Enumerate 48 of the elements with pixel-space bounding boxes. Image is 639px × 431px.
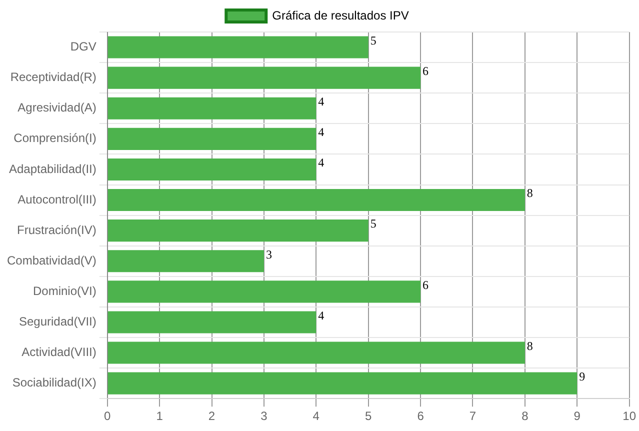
bar xyxy=(108,220,368,242)
bar xyxy=(108,97,316,120)
bar xyxy=(108,311,316,334)
bar xyxy=(108,372,578,394)
y-tick-label: Frustración(IV) xyxy=(17,222,96,237)
bar xyxy=(108,342,525,364)
x-tick-label: 10 xyxy=(622,409,636,424)
y-tick-label: Seguridad(VII) xyxy=(18,314,96,329)
x-tick-label: 7 xyxy=(469,409,476,424)
y-tick-label: Dominio(VI) xyxy=(33,284,96,298)
y-tick-label: Comprensión(I) xyxy=(14,131,96,146)
y-tick-label: Sociabilidad(IX) xyxy=(12,376,96,390)
y-tick-label: Agresividad(A) xyxy=(18,100,96,115)
data-label: 9 xyxy=(579,369,586,384)
bar xyxy=(108,250,264,272)
y-tick-label: Adaptabilidad(II) xyxy=(8,162,96,176)
data-label: 5 xyxy=(370,33,376,48)
x-tick-label: 4 xyxy=(312,409,320,424)
data-label: 6 xyxy=(422,64,429,78)
bar xyxy=(108,188,525,212)
data-label: 4 xyxy=(318,94,324,109)
bar xyxy=(108,128,316,150)
data-label: 8 xyxy=(526,186,533,200)
x-tick-label: 9 xyxy=(574,409,581,424)
data-label: 6 xyxy=(422,278,429,292)
y-tick-label: Receptividad(R) xyxy=(10,70,96,84)
data-label: 5 xyxy=(370,216,376,231)
bar xyxy=(108,158,316,181)
y-tick-label: Combatividad(V) xyxy=(6,253,96,268)
legend-label: Gráfica de resultados IPV xyxy=(272,8,409,22)
bar xyxy=(108,66,421,89)
bar xyxy=(108,280,421,303)
x-tick-label: 6 xyxy=(417,409,424,424)
data-label: 4 xyxy=(318,125,324,140)
data-label: 4 xyxy=(318,156,324,170)
data-label: 4 xyxy=(318,308,324,322)
x-tick-label: 5 xyxy=(365,409,372,424)
x-tick-label: 0 xyxy=(104,409,112,424)
y-tick-label: Autocontrol(III) xyxy=(18,192,96,206)
data-label: 8 xyxy=(526,338,533,353)
y-tick-label: DGV xyxy=(70,40,96,54)
x-tick-label: 8 xyxy=(522,409,529,424)
x-tick-label: 3 xyxy=(260,409,268,424)
x-tick-label: 1 xyxy=(156,409,164,424)
x-tick-label: 2 xyxy=(208,409,216,424)
bar xyxy=(108,36,368,58)
data-label: 3 xyxy=(266,247,272,262)
y-tick-label: Actividad(VIII) xyxy=(22,345,96,360)
